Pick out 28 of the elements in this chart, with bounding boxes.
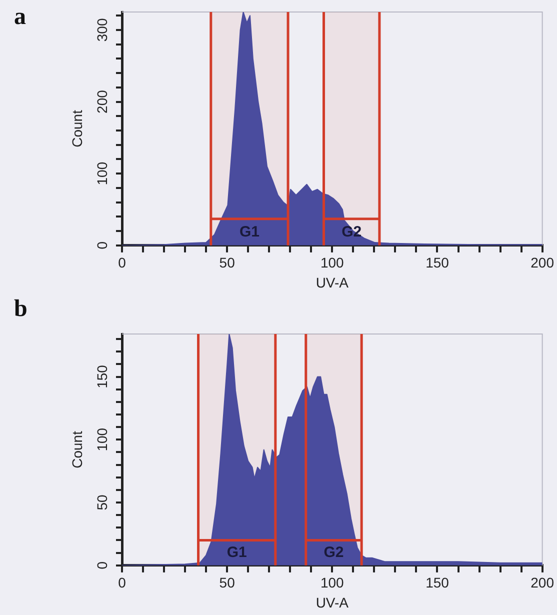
y-tick-label: 50 <box>94 494 110 510</box>
x-tick-label: 100 <box>320 574 344 591</box>
x-axis-title: UV-A <box>316 274 350 290</box>
chart-title: b <box>14 296 28 323</box>
y-tick-label: 0 <box>94 241 110 250</box>
band-label: G1 <box>239 224 260 241</box>
x-tick-label: 50 <box>219 254 236 271</box>
x-tick-label: 150 <box>426 574 450 591</box>
x-tick-label: 150 <box>426 254 450 271</box>
y-tick-label: 200 <box>94 90 110 114</box>
x-tick-label: 0 <box>118 574 126 591</box>
y-tick-label: 100 <box>94 162 110 186</box>
y-axis-title: Count <box>68 430 85 468</box>
band-label: G1 <box>226 544 247 561</box>
x-tick-label: 100 <box>320 254 344 271</box>
y-tick-label: 0 <box>94 561 110 570</box>
x-tick-label: 200 <box>530 574 554 591</box>
x-tick-label: 0 <box>118 254 126 271</box>
y-tick-label: 300 <box>94 18 110 42</box>
band-label: G2 <box>324 544 344 561</box>
chart-title: a <box>14 4 26 31</box>
x-tick-label: 50 <box>219 574 236 591</box>
y-axis-title: Count <box>68 110 85 148</box>
band-label: G2 <box>342 224 362 241</box>
x-axis-title: UV-A <box>316 594 350 610</box>
y-tick-label: 150 <box>94 364 110 388</box>
x-tick-label: 200 <box>530 254 554 271</box>
y-tick-label: 100 <box>94 428 110 452</box>
